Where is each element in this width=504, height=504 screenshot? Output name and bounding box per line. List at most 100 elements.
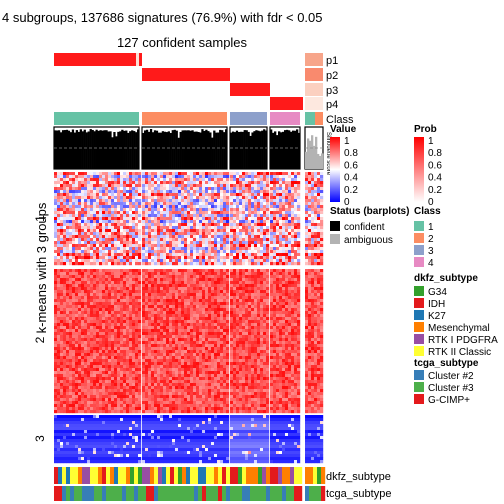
heatmap-cell bbox=[282, 329, 286, 333]
heatmap-cell bbox=[305, 226, 309, 230]
heatmap-cell bbox=[78, 329, 82, 333]
heatmap-cell bbox=[239, 320, 243, 324]
heatmap-cell bbox=[230, 181, 234, 185]
heatmap-cell bbox=[178, 241, 182, 245]
heatmap-cell bbox=[248, 293, 252, 297]
heatmap-cell bbox=[196, 181, 200, 185]
heatmap-cell bbox=[199, 256, 203, 260]
heatmap-cell bbox=[220, 332, 224, 336]
heatmap-cell bbox=[276, 287, 280, 291]
heatmap-cell bbox=[135, 259, 139, 263]
heatmap-cell bbox=[236, 278, 240, 282]
heatmap-cell bbox=[196, 335, 200, 339]
heatmap-cell bbox=[145, 302, 149, 306]
heatmap-cell bbox=[297, 220, 301, 224]
heatmap-cell bbox=[175, 253, 179, 257]
heatmap-cell bbox=[148, 241, 152, 245]
heatmap-cell bbox=[99, 320, 103, 324]
heatmap-cell bbox=[291, 293, 295, 297]
heatmap-cell bbox=[263, 208, 267, 212]
heatmap-cell bbox=[84, 281, 88, 285]
heatmap-cell bbox=[111, 269, 115, 273]
heatmap-cell bbox=[148, 229, 152, 233]
heatmap-cell bbox=[111, 199, 115, 203]
heatmap-cell bbox=[135, 238, 139, 242]
heatmap-cell bbox=[108, 290, 112, 294]
heatmap-cell bbox=[220, 193, 224, 197]
heatmap-cell bbox=[190, 217, 194, 221]
heatmap-cell bbox=[230, 320, 234, 324]
heatmap-cell bbox=[108, 305, 112, 309]
heatmap-cell bbox=[175, 329, 179, 333]
heatmap-cell bbox=[260, 220, 264, 224]
heatmap-cell bbox=[239, 184, 243, 188]
heatmap-cell bbox=[245, 287, 249, 291]
heatmap-cell bbox=[66, 311, 70, 315]
heatmap-cell bbox=[288, 290, 292, 294]
heatmap-cell bbox=[214, 302, 218, 306]
heatmap-cell bbox=[317, 290, 321, 294]
heatmap-cell bbox=[87, 181, 91, 185]
heatmap-cell bbox=[184, 196, 188, 200]
heatmap-cell bbox=[96, 181, 100, 185]
heatmap-cell bbox=[75, 238, 79, 242]
heatmap-cell bbox=[142, 317, 146, 321]
heatmap-cell bbox=[270, 226, 274, 230]
heatmap-cell bbox=[214, 281, 218, 285]
heatmap-cell bbox=[266, 332, 270, 336]
heatmap-cell bbox=[72, 250, 76, 254]
heatmap-cell bbox=[320, 244, 324, 248]
heatmap-cell bbox=[66, 281, 70, 285]
heatmap-cell bbox=[178, 299, 182, 303]
heatmap-cell bbox=[291, 232, 295, 236]
heatmap-cell bbox=[81, 175, 85, 179]
heatmap-cell bbox=[93, 311, 97, 315]
heatmap-cell bbox=[208, 275, 212, 279]
heatmap-cell bbox=[226, 214, 230, 218]
heatmap-cell bbox=[226, 220, 230, 224]
heatmap-cell bbox=[211, 259, 215, 263]
heatmap-cell bbox=[242, 229, 246, 233]
heatmap-cell bbox=[248, 259, 252, 263]
heatmap-cell bbox=[63, 259, 67, 263]
heatmap-cell bbox=[72, 220, 76, 224]
heatmap-cell bbox=[308, 287, 312, 291]
heatmap-cell bbox=[181, 226, 185, 230]
heatmap-cell bbox=[75, 175, 79, 179]
heatmap-cell bbox=[151, 332, 155, 336]
heatmap-cell bbox=[217, 332, 221, 336]
heatmap-cell bbox=[69, 332, 73, 336]
heatmap-cell bbox=[145, 314, 149, 318]
heatmap-cell bbox=[166, 238, 170, 242]
heatmap-cell bbox=[145, 223, 149, 227]
heatmap-cell bbox=[251, 250, 255, 254]
heatmap-cell bbox=[175, 299, 179, 303]
heatmap-cell bbox=[148, 314, 152, 318]
heatmap-cell bbox=[242, 202, 246, 206]
heatmap-cell bbox=[148, 235, 152, 239]
heatmap-cell bbox=[135, 305, 139, 309]
heatmap-cell bbox=[169, 335, 173, 339]
heatmap-cell bbox=[90, 296, 94, 300]
heatmap-cell bbox=[317, 262, 321, 266]
heatmap-cell bbox=[226, 250, 230, 254]
heatmap-cell bbox=[314, 317, 318, 321]
heatmap-cell bbox=[105, 290, 109, 294]
heatmap-cell bbox=[187, 272, 191, 276]
heatmap-cell bbox=[57, 272, 61, 276]
heatmap-cell bbox=[72, 238, 76, 242]
heatmap-cell bbox=[93, 178, 97, 182]
heatmap-cell bbox=[245, 178, 249, 182]
heatmap-cell bbox=[285, 296, 289, 300]
heatmap-cell bbox=[211, 190, 215, 194]
heatmap-cell bbox=[320, 232, 324, 236]
heatmap-cell bbox=[273, 238, 277, 242]
silhouette-bar bbox=[298, 132, 301, 169]
heatmap-cell bbox=[166, 317, 170, 321]
heatmap-cell bbox=[294, 226, 298, 230]
heatmap-cell bbox=[138, 329, 142, 333]
heatmap-cell bbox=[308, 202, 312, 206]
heatmap-cell bbox=[320, 253, 324, 257]
heatmap-cell bbox=[263, 259, 267, 263]
heatmap-cell bbox=[129, 196, 133, 200]
